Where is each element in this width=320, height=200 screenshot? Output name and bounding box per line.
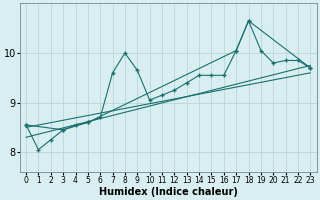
X-axis label: Humidex (Indice chaleur): Humidex (Indice chaleur) <box>99 187 238 197</box>
